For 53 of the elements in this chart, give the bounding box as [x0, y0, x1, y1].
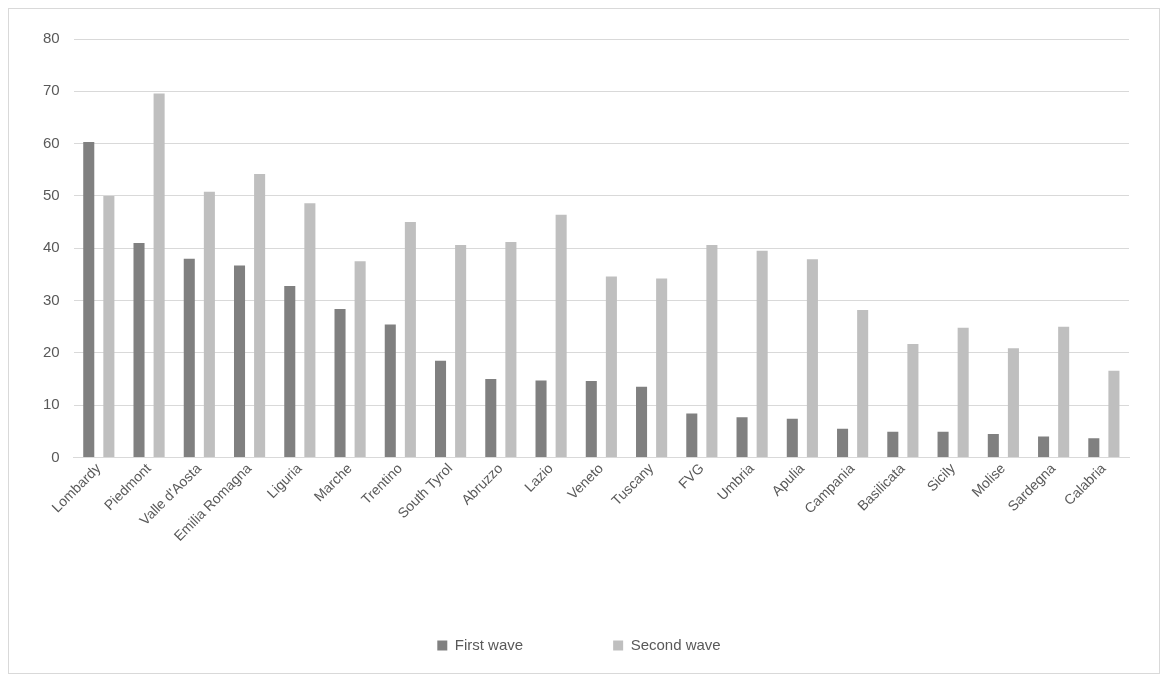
bar: [907, 343, 919, 457]
bar: [83, 142, 95, 457]
bar: [455, 245, 467, 457]
bar: [183, 258, 195, 457]
bar: [585, 381, 597, 457]
y-tick-label: 70: [43, 81, 60, 99]
bar: [656, 278, 668, 457]
y-tick-label: 40: [43, 238, 60, 256]
bar: [736, 417, 748, 457]
bar: [957, 327, 969, 457]
bar: [133, 243, 145, 457]
bar: [636, 386, 648, 457]
bar: [1058, 326, 1070, 457]
bar: [605, 276, 617, 457]
bar: [203, 191, 215, 457]
y-tick-label: 30: [43, 290, 60, 308]
y-tick-label: 10: [43, 395, 60, 413]
bar: [837, 428, 849, 457]
bar: [354, 261, 366, 457]
bar: [937, 431, 949, 457]
bar: [103, 195, 115, 457]
bar: [153, 93, 165, 457]
y-tick-label: 60: [43, 133, 60, 151]
y-tick-label: 50: [43, 186, 60, 204]
y-tick-label: 80: [43, 29, 60, 47]
bar: [686, 413, 698, 457]
bar: [435, 360, 447, 457]
bar: [535, 380, 547, 457]
bar: [887, 431, 899, 457]
bar: [384, 324, 396, 457]
bar: [505, 241, 517, 457]
bar: [254, 173, 266, 457]
bar: [334, 308, 346, 457]
legend-label: Second wave: [630, 635, 721, 653]
bar: [1088, 438, 1100, 457]
y-tick-label: 20: [43, 343, 60, 361]
bar: [987, 433, 999, 457]
bar: [857, 309, 869, 457]
bar: [233, 265, 246, 457]
bar: [304, 203, 316, 457]
bar: [485, 379, 497, 457]
bar: [555, 214, 567, 457]
bar: [706, 245, 718, 457]
bar: [1108, 370, 1120, 457]
bar: [806, 259, 818, 457]
bar: [1007, 348, 1019, 457]
bar: [404, 222, 416, 457]
bar: [284, 285, 296, 457]
bar: [1038, 436, 1050, 457]
bar: [786, 418, 798, 457]
bar: [756, 250, 768, 457]
y-tick-label: 0: [51, 447, 60, 465]
legend-label: First wave: [454, 635, 524, 653]
